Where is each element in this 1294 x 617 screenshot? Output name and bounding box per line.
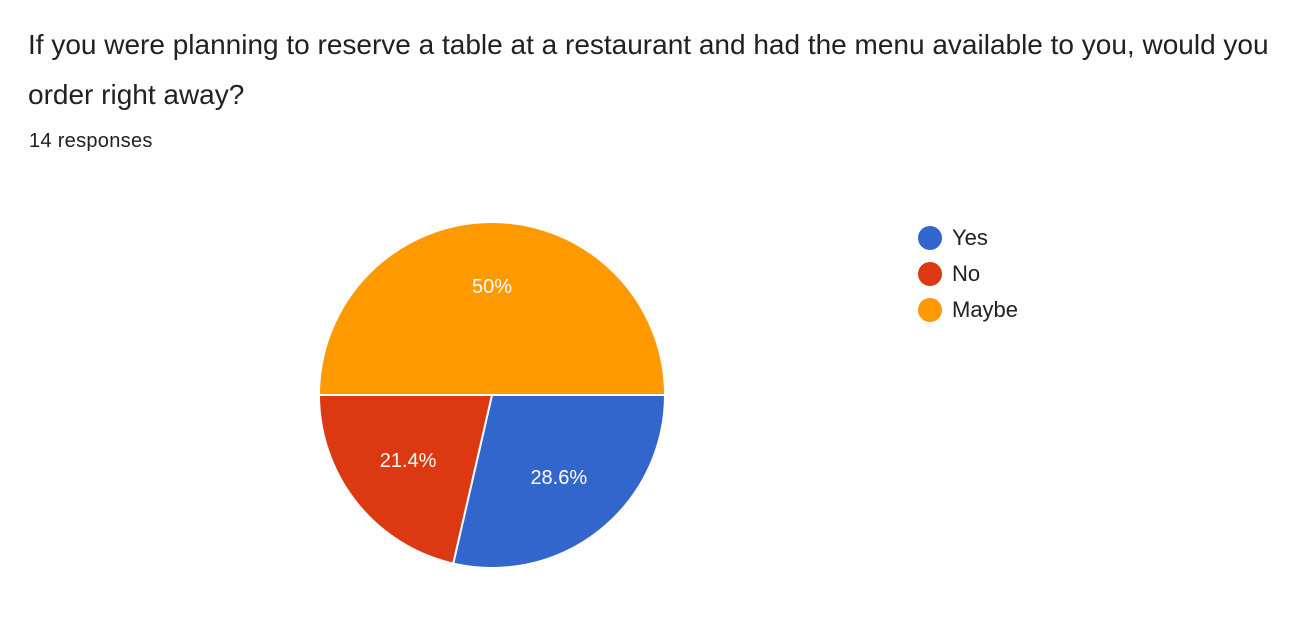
slice-label-no: 21.4% — [380, 450, 437, 472]
pie-slice-no[interactable] — [317, 394, 494, 565]
legend-label-no: No — [952, 261, 981, 286]
slice-label-maybe: 50% — [472, 276, 512, 298]
question-title: If you were planning to reserve a table … — [28, 29, 1269, 110]
pie-slice-yes[interactable] — [452, 394, 667, 569]
response-count: 14 responses — [29, 130, 153, 152]
legend-swatch-yes — [918, 226, 942, 250]
legend-item-maybe[interactable]: Maybe — [918, 292, 1018, 328]
legend-swatch-no — [918, 262, 942, 286]
pie-slice-maybe[interactable] — [317, 221, 667, 396]
legend-label-maybe: Maybe — [952, 297, 1019, 322]
legend-item-no[interactable]: No — [918, 256, 1018, 292]
legend-swatch-maybe — [918, 298, 942, 322]
legend-label-yes: Yes — [952, 225, 988, 250]
chart-legend: Yes No Maybe — [918, 220, 1018, 328]
legend-item-yes[interactable]: Yes — [918, 220, 1018, 256]
slice-label-yes: 28.6% — [530, 467, 587, 489]
